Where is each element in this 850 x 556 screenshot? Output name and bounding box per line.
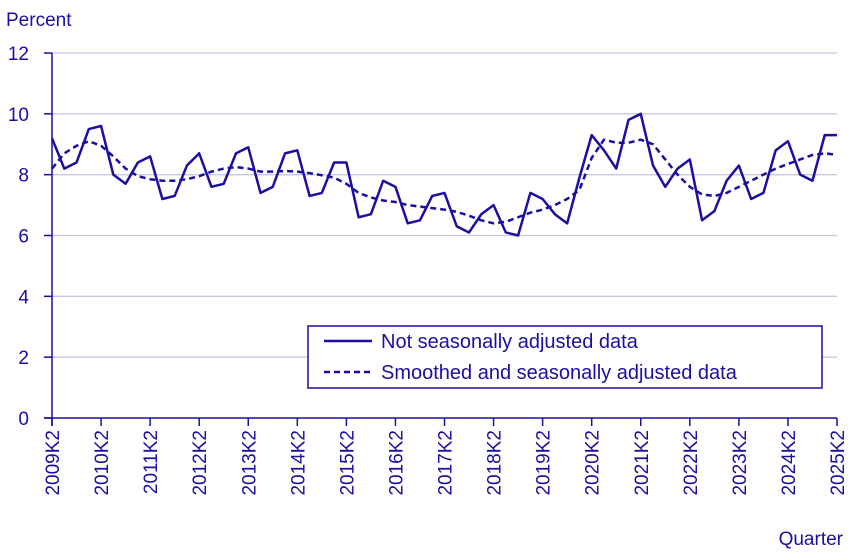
x-tick-label: 2025K2: [828, 430, 849, 496]
x-tick-label: 2020K2: [583, 430, 604, 496]
y-tick-label: 6: [18, 227, 29, 248]
y-tick-label: 0: [18, 409, 29, 430]
y-tick-label: 10: [8, 105, 29, 126]
x-tick-label: 2021K2: [632, 430, 653, 496]
x-tick-label: 2015K2: [337, 430, 358, 496]
series-line-not-adjusted: [50, 112, 837, 237]
legend: Not seasonally adjusted data Smoothed an…: [307, 325, 823, 389]
x-tick-label: 2013K2: [239, 430, 260, 496]
x-tick-label: 2009K2: [43, 430, 64, 496]
gridlines: [52, 52, 837, 358]
x-tick-label: 2012K2: [190, 430, 211, 496]
x-tick-label: 2011K2: [141, 430, 162, 494]
y-tick-label: 2: [18, 348, 29, 369]
x-tick-label: 2018K2: [485, 430, 506, 496]
legend-box: [307, 325, 823, 389]
series-line-smoothed: [51, 138, 838, 225]
x-tick-label: 2017K2: [436, 430, 457, 496]
x-tick-label: 2023K2: [730, 430, 751, 496]
x-axis-title: Quarter: [779, 529, 844, 550]
x-tick-label: 2014K2: [288, 430, 309, 496]
x-tick-label: 2010K2: [92, 430, 113, 496]
axes: [44, 52, 838, 426]
legend-label-smoothed: Smoothed and seasonally adjusted data: [381, 362, 738, 384]
series-lines: [50, 112, 838, 237]
x-tick-labels: 2009K2 2010K2 2011K2 2012K2 2013K2 2014K2 2015…: [43, 430, 849, 496]
legend-label-not-seasonally-adjusted: Not seasonally adjusted data: [381, 331, 639, 353]
x-tick-label: 2024K2: [779, 430, 800, 496]
x-tick-label: 2019K2: [534, 430, 555, 496]
x-tick-label: 2022K2: [681, 430, 702, 496]
y-tick-label: 8: [18, 166, 29, 187]
x-tick-label: 2016K2: [386, 430, 407, 496]
y-tick-labels: 0 2 4 6 8 10 12: [8, 44, 30, 430]
y-axis-title: Percent: [6, 10, 72, 31]
y-tick-label: 12: [8, 44, 29, 65]
y-tick-label: 4: [18, 287, 29, 308]
